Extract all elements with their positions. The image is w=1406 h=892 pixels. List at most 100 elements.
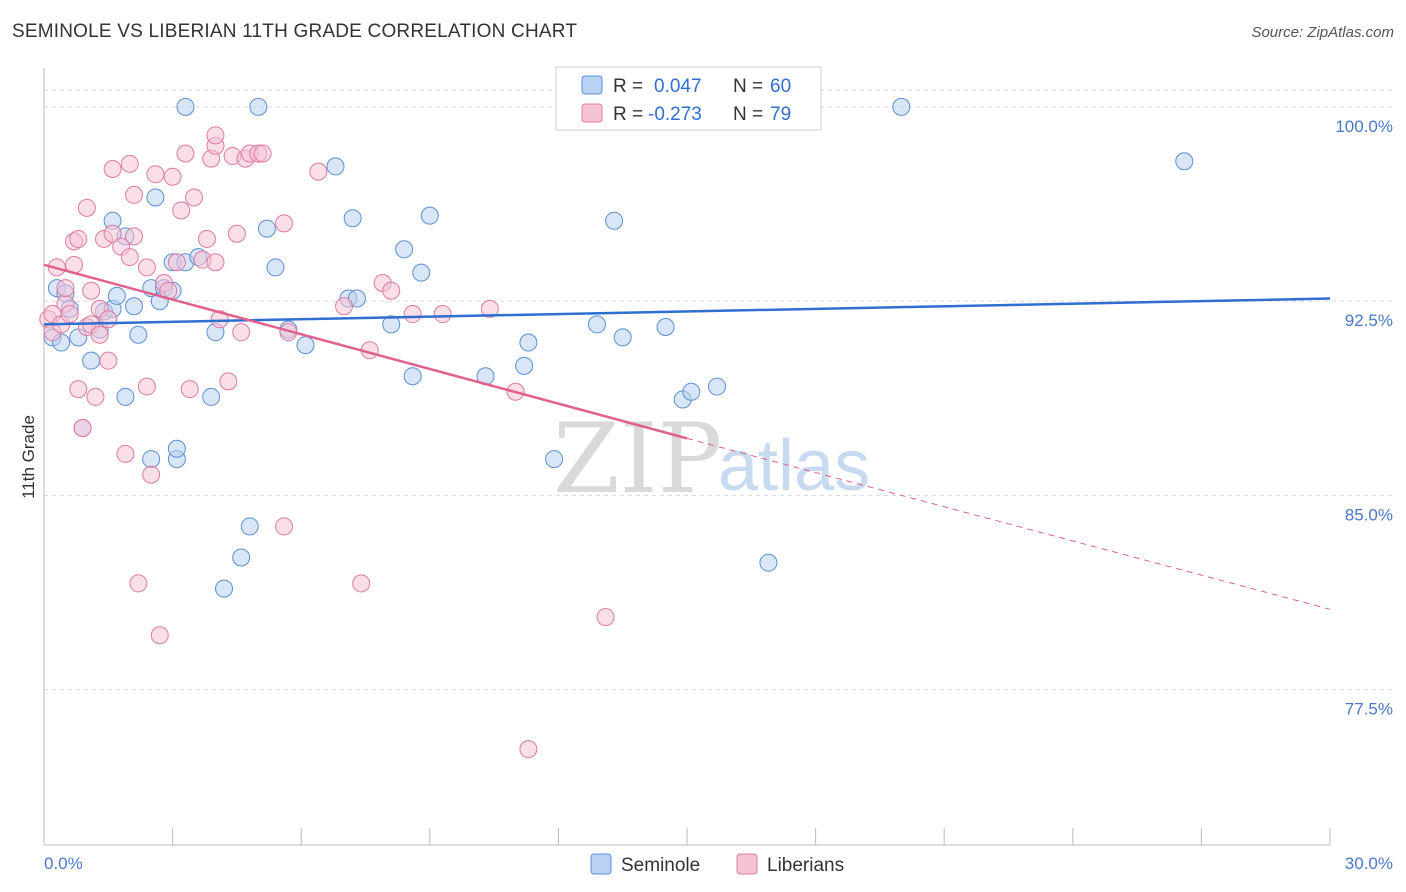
liberian-point-41: [172, 201, 191, 220]
liberian-point-18: [90, 325, 109, 344]
seminole-point-45: [403, 367, 422, 386]
tick-labels: 77.5% 85.0% 92.5% 100.0% 0.0% 30.0%: [44, 117, 1393, 873]
seminole-point-53: [605, 211, 624, 230]
liberian-point-60: [275, 214, 294, 233]
seminole-point-27: [176, 97, 195, 116]
seminole-point-44: [395, 240, 414, 259]
seminole-point-33: [240, 517, 259, 536]
y-tick-label-2: 92.5%: [1345, 311, 1393, 330]
bottom-legend-liberians: Liberians: [767, 855, 844, 876]
liberian-trend-line: [43, 263, 688, 440]
axes: [43, 68, 1331, 846]
seminole-point-52: [587, 315, 606, 334]
seminole-point-36: [266, 258, 285, 277]
liberian-point-6: [56, 279, 75, 298]
seminole-point-13: [116, 387, 135, 406]
seminole-point-61: [1175, 152, 1194, 171]
seminole-point-60: [892, 97, 911, 116]
liberian-point-73: [519, 740, 538, 759]
chart-title: SEMINOLE VS LIBERIAN 11TH GRADE CORRELAT…: [12, 21, 578, 42]
liberian-point-29: [125, 185, 144, 204]
x-tick-label-0: 0.0%: [44, 854, 83, 873]
liberian-point-31: [129, 574, 148, 593]
legend-swatch-liberian: [581, 103, 603, 123]
legend-n-label-2: N =: [733, 104, 763, 125]
liberian-point-24: [103, 224, 122, 243]
watermark-atlas: atlas: [718, 426, 870, 506]
seminole-point-39: [326, 157, 345, 176]
seminole-point-25: [167, 439, 186, 458]
liberian-point-74: [596, 608, 615, 627]
seminole-point-15: [125, 297, 144, 316]
seminole-point-54: [613, 328, 632, 347]
liberian-point-65: [352, 574, 371, 593]
seminole-point-59: [759, 553, 778, 572]
seminole-point-41: [343, 209, 362, 228]
seminole-point-29: [202, 387, 221, 406]
liberian-point-42: [176, 144, 195, 163]
liberian-point-27: [120, 154, 139, 173]
legend-n-value-1: 60: [770, 76, 791, 97]
liberian-point-40: [167, 253, 186, 272]
seminole-point-32: [232, 548, 251, 567]
liberian-point-21: [99, 310, 118, 329]
liberian-point-35: [146, 165, 165, 184]
liberian-point-36: [150, 626, 169, 645]
seminole-point-12: [107, 286, 126, 305]
liberian-point-44: [185, 188, 204, 207]
liberian-point-26: [116, 444, 135, 463]
liberian-point-39: [163, 167, 182, 186]
seminole-point-7: [82, 351, 101, 370]
seminole-point-58: [708, 377, 727, 396]
seminole-point-34: [249, 97, 268, 116]
liberian-point-61: [275, 517, 294, 536]
legend: R = 0.047 N = 60 R = -0.273 N = 79: [555, 66, 822, 131]
liberian-point-71: [480, 299, 499, 318]
seminole-trend-line: [43, 297, 1331, 326]
liberian-point-70: [433, 305, 452, 324]
seminole-point-51: [545, 450, 564, 469]
liberian-point-22: [99, 351, 118, 370]
legend-n-label-1: N =: [733, 76, 763, 97]
liberian-point-10: [69, 380, 88, 399]
seminole-point-57: [682, 382, 701, 401]
liberian-point-34: [142, 465, 161, 484]
series-seminole-points: [43, 97, 1194, 598]
seminole-point-43: [382, 315, 401, 334]
seminole-point-38: [296, 336, 315, 355]
watermark: ZIP atlas: [553, 403, 870, 515]
liberian-point-55: [232, 323, 251, 342]
seminole-point-49: [515, 356, 534, 375]
seminole-point-46: [412, 263, 431, 282]
liberian-point-64: [335, 297, 354, 316]
series-liberian-points: [39, 126, 615, 759]
liberian-point-63: [309, 162, 328, 181]
liberian-point-69: [403, 305, 422, 324]
trend-lines: [43, 263, 1331, 610]
liberian-point-13: [77, 198, 96, 217]
legend-r-value-1: 0.047: [654, 76, 702, 97]
liberian-point-17: [86, 387, 105, 406]
y-tick-label-0: 77.5%: [1345, 700, 1393, 719]
seminole-point-35: [257, 219, 276, 238]
liberian-point-32: [137, 258, 156, 277]
y-tick-label-3: 100.0%: [1335, 117, 1393, 136]
liberian-point-46: [197, 229, 216, 248]
liberian-point-7: [60, 305, 79, 324]
watermark-zip: ZIP: [553, 403, 722, 515]
seminole-point-50: [519, 333, 538, 352]
liberian-point-15: [82, 281, 101, 300]
liberian-point-33: [137, 377, 156, 396]
legend-r-label-1: R =: [613, 76, 643, 97]
bottom-legend-seminole: Seminole: [621, 855, 700, 876]
liberian-point-11: [69, 229, 88, 248]
bottom-legend-swatch-seminole: [590, 853, 612, 875]
liberian-point-23: [103, 160, 122, 179]
liberian-point-50: [206, 253, 225, 272]
liberian-point-28: [120, 248, 139, 267]
bottom-legend-swatch-liberians: [736, 853, 758, 875]
legend-r-label-2: R =: [613, 104, 643, 125]
seminole-point-16: [129, 325, 148, 344]
liberian-point-51: [210, 310, 229, 329]
